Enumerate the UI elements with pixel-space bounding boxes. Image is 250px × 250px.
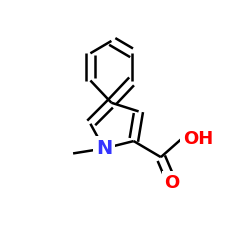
Text: N: N: [96, 139, 112, 158]
Text: O: O: [164, 174, 180, 192]
Text: OH: OH: [183, 130, 213, 148]
